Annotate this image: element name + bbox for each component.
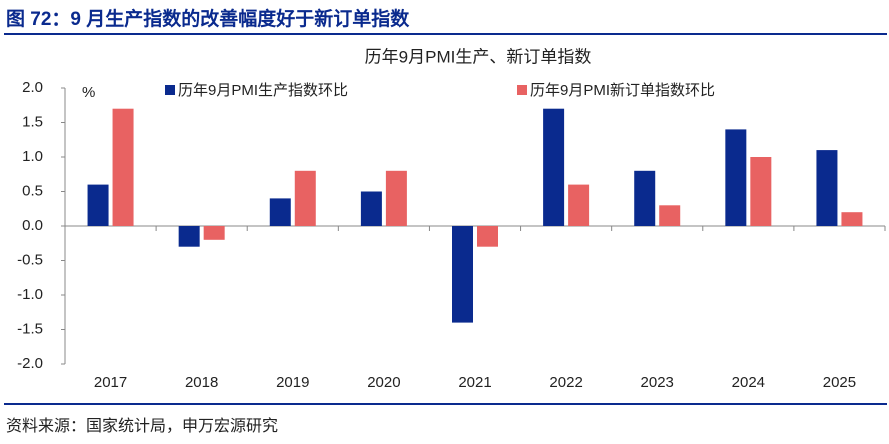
x-tick-label: 2020 xyxy=(367,374,400,391)
bar xyxy=(360,191,382,226)
legend-swatch xyxy=(165,85,175,95)
x-tick-label: 2017 xyxy=(94,374,127,391)
bar xyxy=(659,205,681,226)
source: 资料来源：国家统计局，申万宏源研究 xyxy=(6,418,279,435)
y-tick-label: 1.0 xyxy=(22,148,43,165)
x-tick-label: 2021 xyxy=(458,374,491,391)
x-tick-label: 2018 xyxy=(185,374,218,391)
bar xyxy=(841,212,863,226)
bar xyxy=(634,170,656,226)
bar xyxy=(816,150,838,226)
x-tick-label: 2022 xyxy=(549,374,582,391)
chart-title: 历年9月PMI生产、新订单指数 xyxy=(365,47,592,66)
x-tick-label: 2024 xyxy=(732,374,765,391)
y-tick-label: 0.0 xyxy=(22,217,43,234)
bar xyxy=(178,226,200,247)
x-tick-label: 2025 xyxy=(823,374,856,391)
x-tick-label: 2019 xyxy=(276,374,309,391)
bar xyxy=(87,184,109,226)
y-tick-label: 1.5 xyxy=(22,113,43,130)
y-tick-label: -0.5 xyxy=(17,251,43,268)
header-title: 图 72：9 月生产指数的改善幅度好于新订单指数 xyxy=(6,9,410,30)
legend-swatch xyxy=(517,85,527,95)
bar xyxy=(203,226,225,240)
bar xyxy=(385,170,407,226)
legend-label: 历年9月PMI生产指数环比 xyxy=(178,82,348,99)
y-tick-label: -1.0 xyxy=(17,286,43,303)
bar xyxy=(452,226,473,323)
bar xyxy=(543,108,565,226)
y-tick-label: -1.5 xyxy=(17,320,43,337)
y-unit: % xyxy=(82,84,95,101)
legend-label: 历年9月PMI新订单指数环比 xyxy=(530,82,715,99)
bar xyxy=(750,157,772,226)
bar xyxy=(112,108,134,226)
x-tick-label: 2023 xyxy=(641,374,674,391)
y-tick-label: -2.0 xyxy=(17,355,43,372)
bar xyxy=(269,198,291,226)
y-tick-label: 2.0 xyxy=(22,79,43,96)
bar xyxy=(294,170,316,226)
bar xyxy=(477,226,498,247)
bar xyxy=(725,129,747,226)
y-tick-label: 0.5 xyxy=(22,182,43,199)
bar xyxy=(568,184,590,226)
